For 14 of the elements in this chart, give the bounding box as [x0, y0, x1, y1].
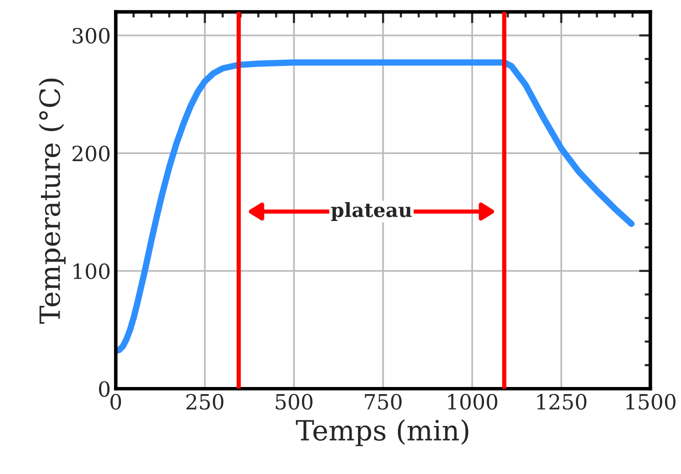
y-tick-label: 200 [72, 146, 110, 162]
y-tick-label: 100 [74, 263, 110, 280]
x-tick-label: 1500 [626, 394, 676, 410]
y-tick-label: 0 [99, 381, 110, 397]
y-axis-title: Temperature (°C) [38, 78, 66, 324]
x-tick-label: 1250 [537, 394, 586, 410]
x-tick-label: 500 [276, 394, 312, 410]
x-tick-label: 0 [110, 394, 122, 410]
x-tick-label: 750 [364, 394, 402, 410]
x-tick-label: 1000 [448, 394, 498, 410]
x-axis-title: Temps (min) [296, 419, 468, 446]
annotation: plateau [331, 202, 412, 221]
x-tick-label: 250 [186, 394, 224, 410]
y-tick-label: 300 [72, 28, 110, 44]
